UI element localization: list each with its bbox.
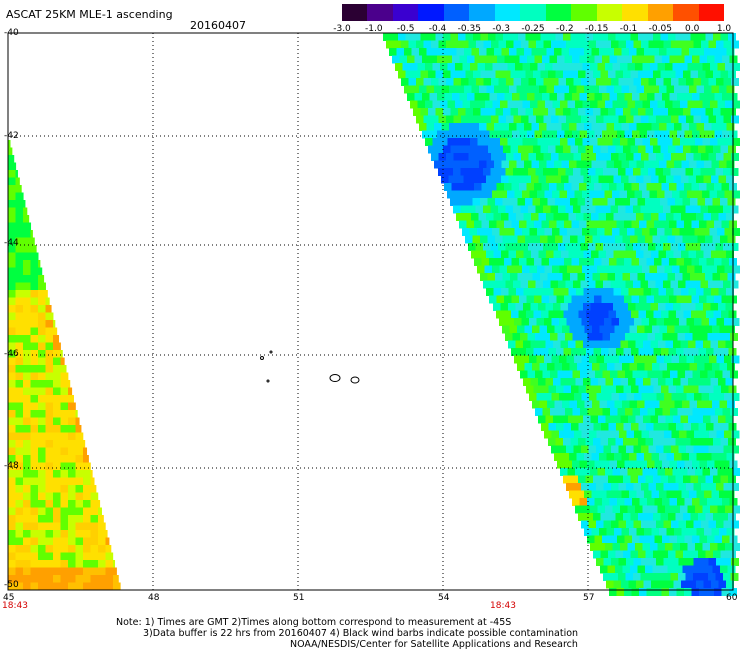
lon-label-45: 45 <box>3 593 15 603</box>
swath-right-pixels <box>383 33 740 596</box>
note-line-2: 3)Data buffer is 22 hrs from 20160407 4)… <box>143 628 579 639</box>
lat-label-42: -42 <box>4 131 19 141</box>
lat-label-46: -46 <box>4 349 19 359</box>
colorbar-segment <box>418 4 444 21</box>
colorbar-segment <box>392 4 419 21</box>
lon-label-57: 57 <box>583 593 595 603</box>
map-frame <box>7 32 734 591</box>
lat-label-44: -44 <box>4 238 19 248</box>
colorbar-label: -0.35 <box>457 24 481 34</box>
date-label: 20160407 <box>190 19 246 32</box>
lon-label-54: 54 <box>438 593 450 603</box>
time-label-right: 18:43 <box>490 601 516 611</box>
colorbar-label: 1.0 <box>716 24 732 34</box>
lat-label-50: -50 <box>4 580 19 590</box>
colorbar-label: -0.4 <box>428 24 447 34</box>
lat-label-40: -40 <box>4 28 19 38</box>
lon-label-60: 60 <box>726 593 738 603</box>
colorbar-segment <box>673 4 699 21</box>
colorbar-segment <box>342 4 368 21</box>
colorbar-label: -0.05 <box>648 24 672 34</box>
colorbar-segment <box>647 4 674 21</box>
lon-label-48: 48 <box>148 593 160 603</box>
colorbar-label: -1.0 <box>365 24 383 34</box>
colorbar-segment <box>469 4 495 21</box>
colorbar-label: -0.1 <box>619 24 638 34</box>
colorbar-segment <box>698 4 725 21</box>
colorbar-label: -0.3 <box>492 24 510 34</box>
colorbar-segment <box>443 4 470 21</box>
swath-left-pixels <box>8 140 121 591</box>
colorbar-label: -0.25 <box>521 24 545 34</box>
colorbar-segment <box>520 4 546 21</box>
product-title: ASCAT 25KM MLE-1 ascending <box>6 8 173 21</box>
colorbar-segment <box>494 4 521 21</box>
note-line-1: Note: 1) Times are GMT 2)Times along bot… <box>116 617 512 628</box>
island-outlines <box>260 350 360 384</box>
colorbar-segment <box>367 4 393 21</box>
lat-label-48: -48 <box>4 461 19 471</box>
lon-label-51: 51 <box>293 593 305 603</box>
colorbar-segment <box>596 4 623 21</box>
colorbar-label: -0.15 <box>585 24 609 34</box>
colorbar-segment <box>545 4 572 21</box>
note-line-3: NOAA/NESDIS/Center for Satellite Applica… <box>290 639 578 650</box>
colorbar-label: -0.2 <box>556 24 574 34</box>
colorbar <box>342 4 725 21</box>
colorbar-segment <box>571 4 597 21</box>
time-label-left: 18:43 <box>2 601 28 611</box>
graticule <box>8 33 733 590</box>
colorbar-label: -0.5 <box>396 24 415 34</box>
colorbar-label: -3.0 <box>333 24 351 34</box>
colorbar-label: 0.0 <box>684 24 700 34</box>
colorbar-segment <box>622 4 648 21</box>
